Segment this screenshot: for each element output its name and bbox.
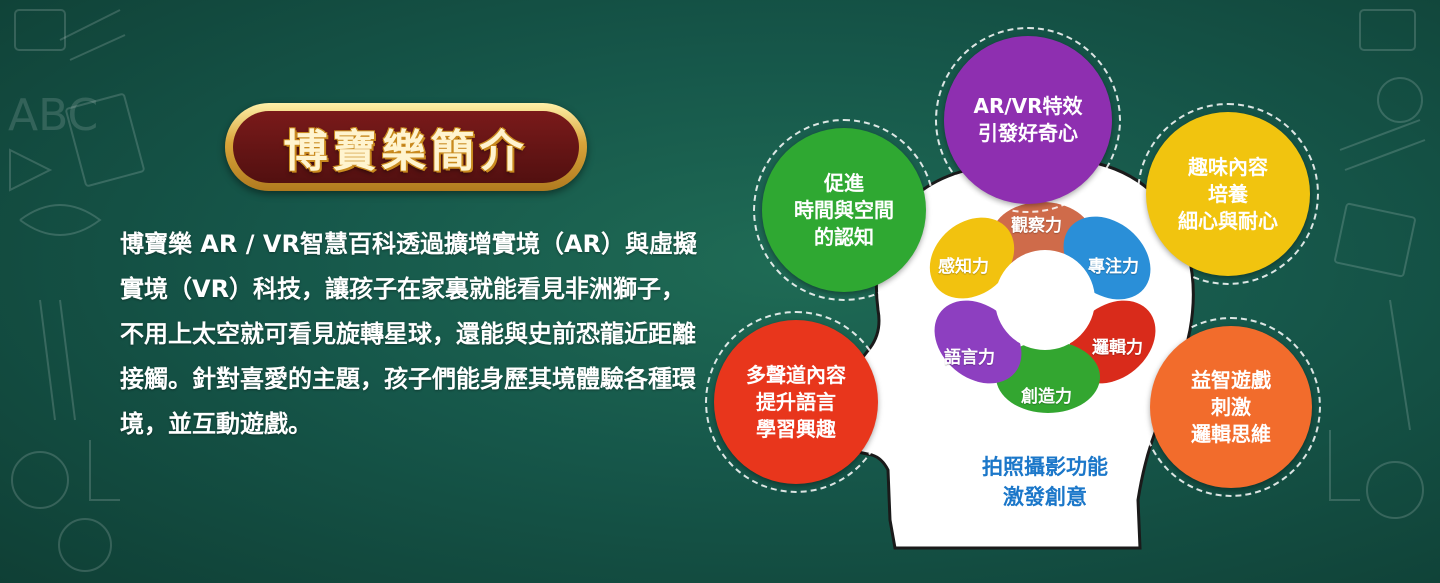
flask-doodle-icon: [1329, 430, 1360, 501]
petal-label-creativity: 創造力: [1021, 387, 1072, 407]
bubble-ar-vr: AR/VR特效 引發好奇心: [935, 27, 1121, 213]
petal-label-logic: 邏輯力: [1092, 338, 1143, 358]
book-doodle-icon: [1359, 9, 1416, 51]
bubble-time-space-text: 促進 時間與空間 的認知: [794, 170, 894, 249]
petal-creativity: [996, 341, 1100, 413]
bubble-fun-content: 趣味內容 培養 細心與耐心: [1137, 103, 1319, 285]
petal-language: [934, 300, 1022, 384]
apple-doodle-icon: [1366, 461, 1424, 519]
leaf-doodle-icon: [19, 204, 102, 236]
pencil-doodle-icon: [59, 9, 126, 61]
flower-center: [995, 250, 1095, 350]
ruler-doodle-icon: [1389, 299, 1411, 431]
page-title: 博寶樂簡介: [283, 126, 529, 177]
ruler-doodle-icon: [39, 299, 76, 421]
intro-paragraph: 博寶樂 AR / VR智慧百科透過擴增實境（AR）與虛擬實境（VR）科技，讓孩子…: [120, 230, 697, 438]
bubble-ar-vr-text: AR/VR特效 引發好奇心: [973, 94, 1083, 145]
apple-doodle-icon: [11, 451, 69, 509]
photo-feature-label: 拍照攝影功能 激發創意: [982, 455, 1108, 509]
pencil-doodle-icon: [1339, 119, 1426, 171]
notebook-doodle-icon: [1334, 202, 1416, 278]
petal-label-perception: 感知力: [938, 257, 989, 277]
petal-label-observation: 觀察力: [1011, 216, 1062, 236]
bubble-fun-content-text: 趣味內容 培養 細心與耐心: [1178, 154, 1278, 233]
abc-doodle: ABC: [8, 90, 98, 141]
trophy-doodle-icon: [1377, 77, 1423, 123]
petal-perception: [929, 217, 1015, 299]
paper-plane-doodle-icon: [9, 148, 53, 192]
flask-doodle-icon: [89, 440, 120, 501]
book-doodle-icon: [14, 9, 66, 51]
bubble-time-space: 促進 時間與空間 的認知: [753, 119, 935, 301]
globe-doodle-icon: [58, 518, 112, 572]
bubble-audio: 多聲道內容 提升語言 學習興趣: [705, 311, 887, 493]
notebook-doodle-icon: [65, 93, 145, 187]
skills-flower: [929, 202, 1156, 413]
title-badge-inner: 博寶樂簡介: [233, 111, 579, 183]
petal-label-language: 語言力: [944, 348, 995, 368]
bubble-audio-text: 多聲道內容 提升語言 學習興趣: [746, 362, 846, 441]
petal-label-focus: 專注力: [1088, 257, 1139, 277]
bubble-puzzle: 益智遊戲 刺激 邏輯思維: [1141, 317, 1321, 497]
bubble-puzzle-text: 益智遊戲 刺激 邏輯思維: [1191, 367, 1271, 446]
title-badge: 博寶樂簡介: [225, 103, 587, 191]
